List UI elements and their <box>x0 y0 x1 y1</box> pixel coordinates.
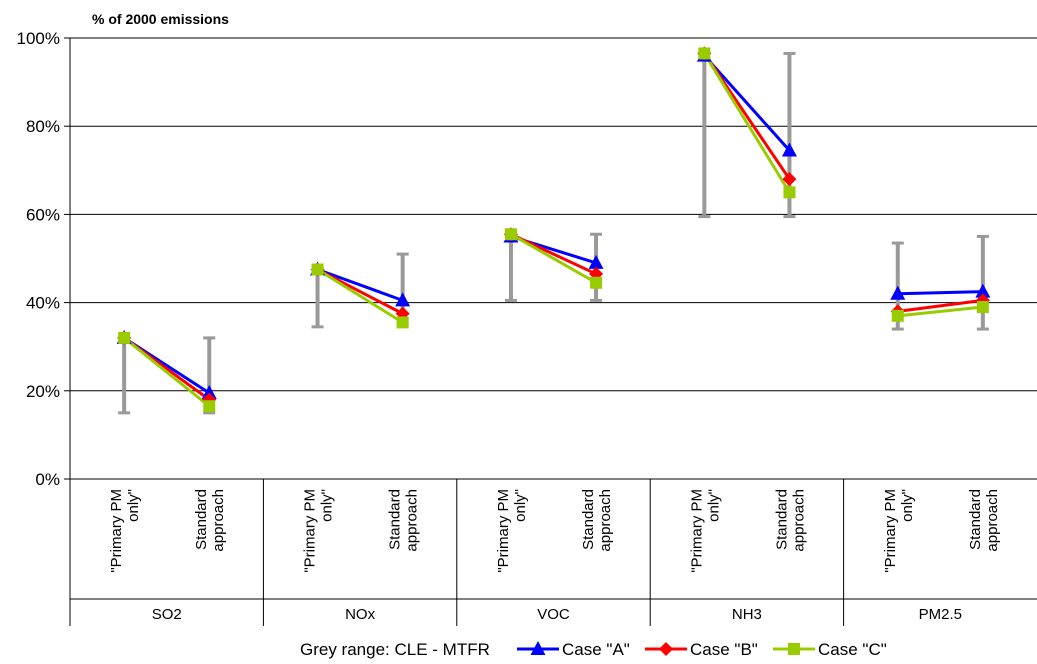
data-point <box>203 400 216 413</box>
series-line <box>897 305 984 318</box>
category-label: "Primary PMonly" <box>882 489 916 573</box>
group-label: NH3 <box>732 606 762 623</box>
y-tick-label: 100% <box>17 29 60 48</box>
legend-entry-label: Case "A" <box>562 640 630 659</box>
data-point <box>782 172 797 187</box>
legend-entry-label: Case "C" <box>818 640 887 659</box>
category-label: Standardapproach <box>773 489 807 552</box>
data-point <box>975 283 991 298</box>
data-point <box>698 47 711 60</box>
y-tick-label: 0% <box>35 470 60 489</box>
group-label: VOC <box>537 606 570 623</box>
data-point <box>118 331 131 344</box>
y-axis-label: % of 2000 emissions <box>92 11 229 27</box>
series-line <box>123 336 211 408</box>
series-line <box>703 54 791 152</box>
data-point <box>890 285 906 300</box>
grey-ranges <box>118 51 989 415</box>
y-tick-label: 80% <box>26 117 60 136</box>
data-point <box>588 254 604 269</box>
data-point <box>976 301 989 314</box>
category-label: Standardapproach <box>193 489 227 552</box>
group-label: SO2 <box>152 606 182 623</box>
series-line <box>897 298 984 313</box>
group-label: NOx <box>345 606 376 623</box>
data-point <box>396 316 409 329</box>
series-line <box>703 52 791 194</box>
category-label: "Primary PMonly" <box>108 489 142 573</box>
group-label: PM2.5 <box>919 606 962 623</box>
data-point <box>590 276 603 289</box>
y-tick-labels: 0% 20% 40% 60% 80% 100% <box>17 29 60 489</box>
data-point <box>311 263 324 276</box>
data-point <box>783 186 796 199</box>
category-label: Standardapproach <box>387 489 421 552</box>
legend-swatch-marker <box>530 641 546 655</box>
data-point <box>781 142 797 157</box>
legend-entry-label: Case "B" <box>690 640 758 659</box>
data-point <box>201 385 217 400</box>
series-lines <box>123 52 984 408</box>
category-label: Standardapproach <box>967 489 1001 552</box>
category-label: "Primary PMonly" <box>495 489 529 573</box>
legend: Grey range: CLE - MTFR Case "A" Case "B" Ca… <box>300 640 887 659</box>
series-line <box>317 268 404 302</box>
series-line <box>316 268 404 324</box>
series-line <box>897 290 983 296</box>
gridlines <box>64 37 1037 480</box>
y-tick-label: 40% <box>26 294 60 313</box>
data-point <box>395 292 411 307</box>
y-tick-label: 60% <box>26 205 60 224</box>
category-label: "Primary PMonly" <box>302 489 336 573</box>
series-line <box>510 232 597 285</box>
legend-swatch-marker <box>659 642 673 656</box>
data-point <box>504 228 517 241</box>
category-label: "Primary PMonly" <box>688 489 722 573</box>
series-markers <box>116 46 991 413</box>
data-point <box>891 309 904 322</box>
legend-swatch-marker <box>788 643 800 655</box>
y-tick-label: 20% <box>26 382 60 401</box>
category-label: Standardapproach <box>580 489 614 552</box>
legend-range-label: Grey range: CLE - MTFR <box>300 640 490 659</box>
x-axis: "Primary PMonly" Standardapproach SO2 "Prim… <box>69 479 1037 626</box>
